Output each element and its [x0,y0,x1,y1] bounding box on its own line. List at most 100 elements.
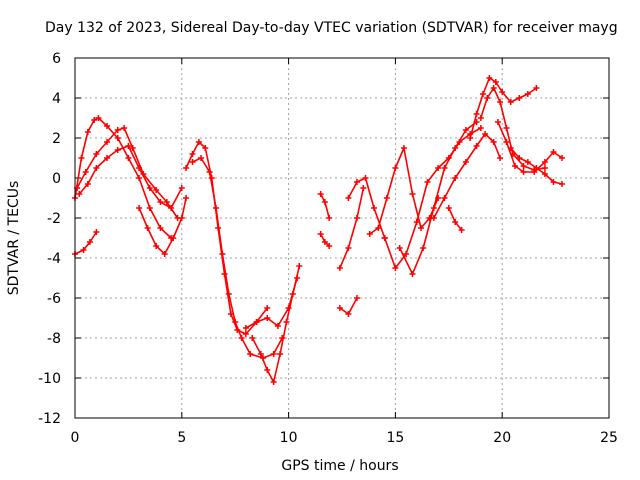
data-point [93,165,100,171]
data-point [183,165,190,171]
data-point [507,99,514,105]
data-point [424,179,431,185]
data-point [360,185,367,191]
x-tick-label: 0 [71,430,80,446]
data-point [257,351,264,357]
data-point [520,169,527,175]
data-point [317,231,324,237]
data-point [550,179,557,185]
data-point [114,147,121,153]
data-point [121,125,128,131]
data-point [136,165,143,171]
data-point [144,225,151,231]
data-point [232,319,239,325]
data-point [168,205,175,211]
data-point [264,315,271,321]
x-tick-label: 20 [493,430,511,446]
x-axis-label: GPS time / hours [281,458,398,474]
series-sat-u [477,85,548,173]
data-point [458,227,465,233]
data-point [473,143,480,149]
x-tick-label: 25 [600,430,618,446]
tick-labels: 0 5 10 15 20 25 -12 -10 -8 -6 -4 -2 0 2 4 6 [38,51,618,446]
data-point [114,135,121,141]
chart-title: Day 132 of 2023, Sidereal Day-to-day VTE… [45,20,618,36]
data-point [104,123,111,129]
data-point [392,165,399,171]
data-point [492,79,499,85]
series-sat-a [72,115,175,241]
data-point [86,239,93,245]
data-point [264,367,271,373]
data-point [559,181,566,187]
data-point [490,139,497,145]
data-point [531,169,538,175]
data-point [375,225,382,231]
y-tick-label: -8 [47,331,61,347]
data-point [430,215,437,221]
data-point [78,155,85,161]
data-point [345,195,352,201]
data-point [550,149,557,155]
data-point [366,231,373,237]
data-point [219,251,226,257]
data-point [76,191,83,197]
data-point [84,181,91,187]
data-point [91,117,98,123]
series-sat-t [467,75,540,141]
data-point [520,163,527,169]
data-point [104,139,111,145]
data-point [157,225,164,231]
data-point [353,215,360,221]
data-point [93,151,100,157]
data-point [82,169,89,175]
y-tick-label: 2 [52,131,61,147]
data-point [195,139,202,145]
data-point [524,91,531,97]
data-point [189,159,196,165]
data-point [484,95,491,101]
data-point [206,169,213,175]
data-point [409,271,416,277]
data-point [477,125,484,131]
series-sat-c [76,143,185,211]
data-point [441,165,448,171]
data-point [225,291,232,297]
data-point [413,219,420,225]
grid-lines [75,58,609,418]
data-point [371,205,378,211]
series-line [469,77,538,139]
data-point [136,205,143,211]
data-point [477,115,484,121]
data-point [242,331,249,337]
data-point [516,95,523,101]
y-tick-label: -10 [38,371,61,387]
data-point [494,119,501,125]
data-point [452,219,459,225]
y-tick-label: -4 [47,251,61,267]
y-tick-label: -6 [47,291,61,307]
data-point [409,191,416,197]
data-point [497,99,504,105]
data-point [336,305,343,311]
data-point [462,159,469,165]
data-point [345,245,352,251]
data-point [125,155,132,161]
series-sat-q [396,119,480,277]
data-point [93,229,100,235]
data-point [541,171,548,177]
series-line [432,133,501,219]
x-tick-label: 5 [177,430,186,446]
data-point [479,91,486,97]
data-point [274,323,281,329]
data-point [157,199,164,205]
data-point [503,139,510,145]
series-sat-j [317,191,333,221]
series-line [497,121,563,173]
data-point [497,155,504,161]
data-point [445,205,452,211]
data-point [212,205,219,211]
data-point [84,129,91,135]
data-point [178,215,185,221]
data-point [420,245,427,251]
